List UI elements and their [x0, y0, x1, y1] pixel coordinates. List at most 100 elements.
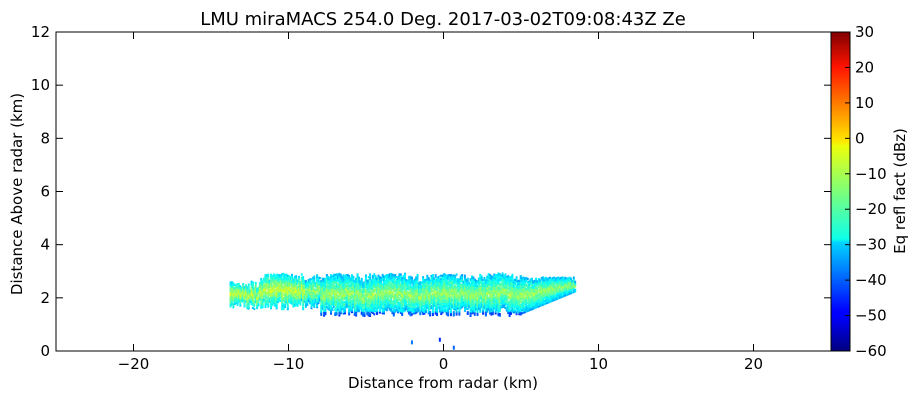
echo-cell	[271, 287, 274, 291]
echo-cell	[285, 295, 288, 299]
echo-cell	[440, 309, 443, 312]
echo-cell	[475, 305, 478, 308]
echo-cell	[416, 277, 419, 280]
echo-cell	[364, 285, 367, 288]
echo-cell	[392, 285, 395, 288]
echo-cell	[521, 285, 524, 288]
echo-cell	[409, 288, 412, 291]
echo-cell	[293, 295, 296, 298]
echo-cell	[458, 311, 461, 315]
echo-cell	[275, 276, 278, 280]
echo-cell	[369, 303, 372, 306]
echo-cell	[268, 294, 271, 297]
echo-cell	[441, 279, 444, 282]
echo-cell	[363, 297, 366, 300]
echo-cell	[563, 291, 565, 294]
echo-cell	[392, 307, 395, 311]
echo-cell	[540, 286, 543, 289]
echo-cell	[549, 291, 552, 294]
echo-cell	[235, 297, 238, 300]
echo-cell	[311, 289, 314, 292]
echo-cell	[371, 303, 374, 306]
echo-cell	[362, 312, 365, 316]
echo-cell	[286, 282, 289, 285]
echo-cell	[459, 304, 462, 307]
echo-cell	[261, 302, 264, 306]
echo-cell	[399, 279, 402, 282]
echo-cell	[543, 301, 546, 304]
echo-cell	[440, 312, 443, 316]
echo-cell	[258, 296, 261, 299]
echo-cell	[434, 286, 437, 290]
echo-cell	[526, 277, 529, 281]
echo-cell	[447, 282, 450, 285]
echo-cell	[415, 301, 418, 305]
echo-cell	[424, 291, 427, 294]
echo-cell	[454, 305, 457, 308]
echo-cell	[465, 294, 468, 297]
echo-cell	[508, 313, 511, 316]
echo-cell	[399, 294, 402, 297]
echo-cell	[563, 294, 565, 298]
echo-cell	[447, 295, 450, 298]
echo-cell	[267, 300, 270, 303]
echo-cell	[408, 294, 411, 298]
echo-cell	[345, 282, 348, 285]
echo-cell	[391, 303, 394, 307]
echo-cell	[355, 295, 358, 298]
echo-cell	[438, 294, 441, 297]
echo-cell	[285, 300, 288, 303]
echo-cell	[498, 314, 501, 317]
echo-cell	[235, 287, 238, 290]
echo-cell	[370, 291, 373, 295]
echo-cell	[260, 298, 263, 301]
echo-cell	[317, 276, 320, 279]
echo-cell	[286, 295, 289, 298]
echo-cell	[271, 276, 274, 279]
echo-cell	[514, 299, 517, 302]
echo-cell	[233, 286, 236, 290]
echo-cell	[483, 289, 486, 292]
echo-cell	[427, 297, 430, 301]
echo-cell	[260, 306, 263, 309]
echo-cell	[438, 283, 441, 286]
echo-cell	[292, 292, 295, 295]
echo-cell	[465, 305, 468, 309]
echo-cell	[293, 279, 296, 282]
echo-cell	[486, 278, 489, 281]
echo-cell	[456, 279, 459, 283]
echo-cell	[267, 287, 270, 291]
echo-cell	[423, 309, 426, 312]
echo-cell	[466, 292, 469, 295]
echo-cell	[345, 302, 348, 306]
echo-cell	[246, 297, 249, 300]
echo-cell	[302, 279, 305, 282]
echo-cell	[455, 289, 458, 292]
echo-cell	[470, 300, 473, 304]
echo-cell	[504, 300, 507, 303]
echo-cell	[489, 278, 492, 282]
echo-cell	[493, 275, 496, 278]
echo-cell	[440, 290, 443, 293]
echo-cell	[473, 310, 476, 313]
echo-cell	[232, 282, 235, 285]
echo-cell	[470, 296, 473, 299]
echo-cell	[232, 302, 235, 306]
echo-cell	[356, 294, 359, 297]
echo-cell	[508, 301, 511, 305]
echo-cell	[539, 293, 542, 296]
echo-cell	[402, 281, 405, 284]
echo-cell	[367, 309, 370, 312]
echo-cell	[229, 298, 232, 302]
echo-cell	[299, 300, 302, 303]
echo-cell	[385, 280, 388, 283]
echo-cell	[367, 285, 370, 288]
echo-cell	[341, 275, 344, 279]
echo-cell	[401, 302, 404, 305]
echo-cell	[399, 306, 402, 310]
echo-cell	[461, 290, 464, 293]
echo-cell	[325, 302, 328, 305]
echo-cell	[348, 274, 351, 278]
echo-cell	[391, 305, 394, 308]
echo-cell	[567, 277, 570, 280]
